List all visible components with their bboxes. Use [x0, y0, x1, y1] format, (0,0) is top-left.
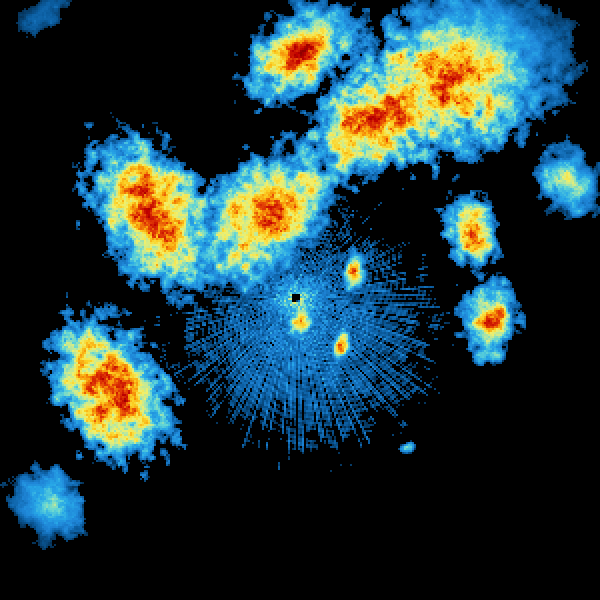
radar-image-viewport[interactable]	[0, 0, 600, 600]
radar-reflectivity-canvas[interactable]	[0, 0, 600, 600]
